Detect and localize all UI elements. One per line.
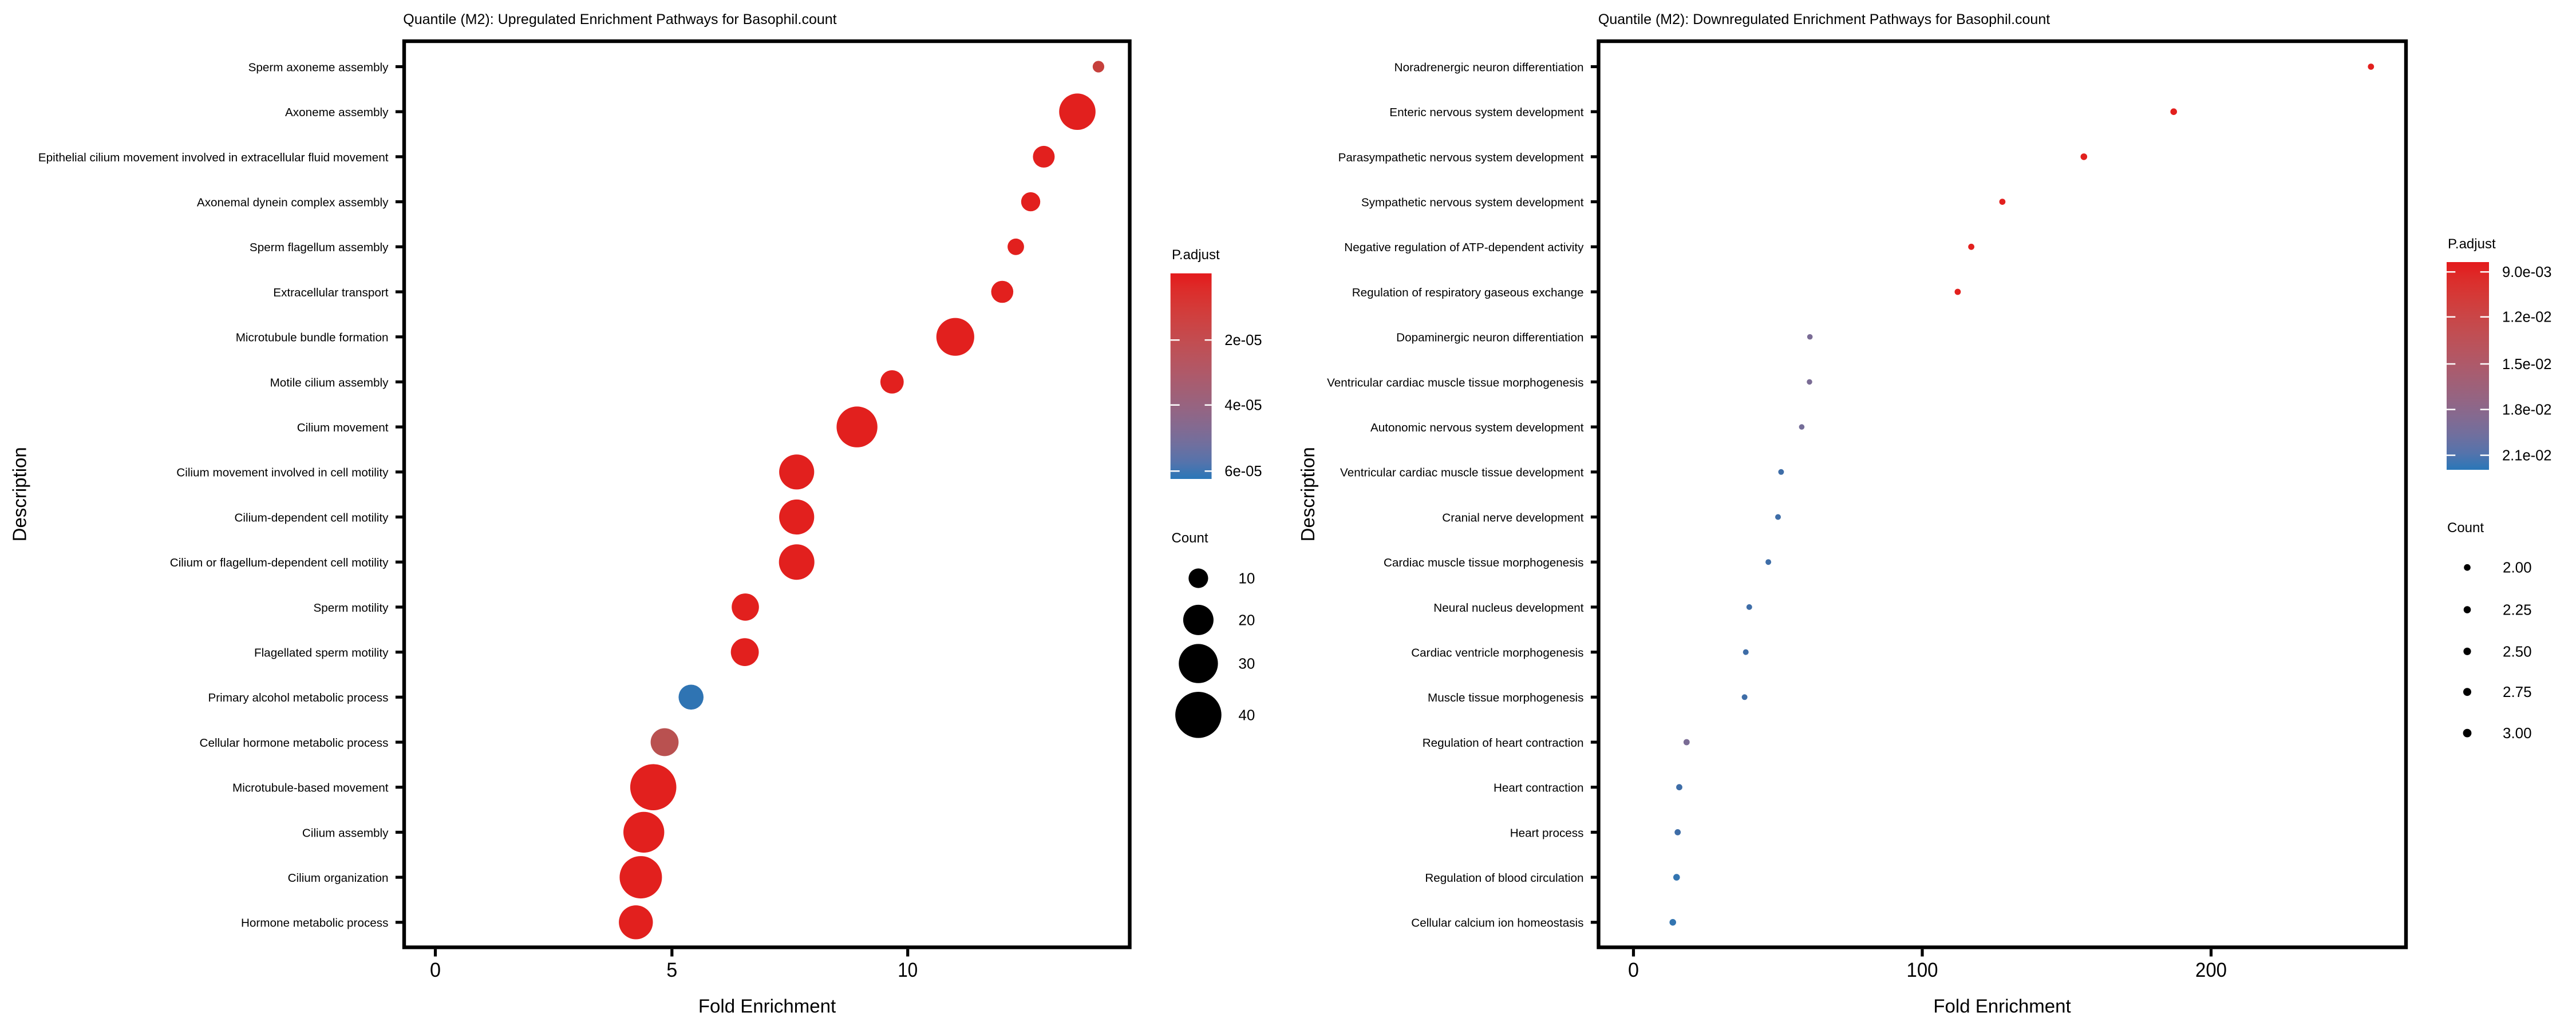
svg-text:30: 30	[1238, 655, 1255, 672]
svg-text:Fold Enrichment: Fold Enrichment	[698, 996, 836, 1017]
svg-text:Microtubule-based movement: Microtubule-based movement	[232, 782, 389, 795]
svg-text:Cellular calcium ion homeostas: Cellular calcium ion homeostasis	[1411, 917, 1583, 930]
svg-text:100: 100	[1907, 959, 1938, 981]
svg-text:Cilium assembly: Cilium assembly	[302, 826, 389, 839]
svg-text:Autonomic nervous system devel: Autonomic nervous system development	[1370, 421, 1584, 434]
svg-text:2.1e-02: 2.1e-02	[2502, 447, 2552, 464]
svg-text:Heart process: Heart process	[1510, 826, 1584, 839]
svg-text:Extracellular transport: Extracellular transport	[273, 286, 388, 299]
svg-text:2e-05: 2e-05	[1224, 332, 1262, 348]
svg-text:10: 10	[898, 959, 918, 981]
svg-text:Description: Description	[9, 447, 30, 541]
svg-text:Flagellated sperm motility: Flagellated sperm motility	[254, 647, 389, 660]
svg-text:Count: Count	[2447, 520, 2484, 536]
svg-text:Epithelial cilium movement inv: Epithelial cilium movement involved in e…	[38, 151, 389, 164]
svg-text:Cardiac ventricle morphogenesi: Cardiac ventricle morphogenesis	[1411, 647, 1583, 660]
svg-text:Sperm motility: Sperm motility	[313, 601, 389, 615]
svg-text:40: 40	[1238, 706, 1255, 723]
svg-text:9.0e-03: 9.0e-03	[2502, 264, 2552, 280]
svg-text:Sympathetic nervous system dev: Sympathetic nervous system development	[1361, 196, 1584, 209]
svg-text:Muscle tissue morphogenesis: Muscle tissue morphogenesis	[1428, 691, 1584, 704]
svg-text:5: 5	[666, 959, 677, 981]
svg-text:Cilium movement: Cilium movement	[297, 421, 389, 434]
svg-text:Noradrenergic neuron different: Noradrenergic neuron differentiation	[1394, 61, 1584, 74]
svg-text:Cellular hormone metabolic pro: Cellular hormone metabolic process	[200, 736, 389, 750]
svg-text:Cardiac muscle tissue morphoge: Cardiac muscle tissue morphogenesis	[1384, 556, 1584, 569]
svg-text:1.2e-02: 1.2e-02	[2502, 310, 2552, 326]
svg-text:Cilium movement involved in ce: Cilium movement involved in cell motilit…	[176, 466, 389, 480]
svg-text:Dopaminergic neuron differenti: Dopaminergic neuron differentiation	[1396, 331, 1583, 344]
svg-text:Ventricular cardiac muscle tis: Ventricular cardiac muscle tissue morpho…	[1327, 376, 1583, 389]
svg-text:2.25: 2.25	[2503, 601, 2532, 619]
svg-text:20: 20	[1238, 611, 1255, 628]
svg-text:Cranial nerve development: Cranial nerve development	[1442, 511, 1583, 524]
svg-text:Regulation of heart contractio: Regulation of heart contraction	[1423, 736, 1584, 750]
svg-text:200: 200	[2195, 959, 2227, 981]
svg-text:Cilium or flagellum-dependent: Cilium or flagellum-dependent cell motil…	[170, 556, 389, 569]
svg-text:Quantile (M2): Upregulated Enr: Quantile (M2): Upregulated Enrichment Pa…	[403, 11, 836, 27]
svg-text:1.5e-02: 1.5e-02	[2502, 356, 2552, 373]
svg-text:4e-05: 4e-05	[1224, 398, 1262, 414]
svg-text:P.adjust: P.adjust	[2448, 236, 2496, 252]
svg-text:Negative regulation of ATP-dep: Negative regulation of ATP-dependent act…	[1344, 241, 1584, 254]
svg-text:2.75: 2.75	[2503, 683, 2532, 700]
svg-text:Sperm flagellum assembly: Sperm flagellum assembly	[250, 241, 389, 254]
svg-text:Description: Description	[1297, 447, 1318, 541]
svg-text:Parasympathetic nervous system: Parasympathetic nervous system developme…	[1338, 151, 1584, 164]
svg-text:0: 0	[430, 959, 441, 981]
svg-text:Primary alcohol metabolic proc: Primary alcohol metabolic process	[208, 691, 388, 704]
svg-text:Microtubule bundle formation: Microtubule bundle formation	[236, 331, 389, 344]
svg-text:Regulation of blood circulatio: Regulation of blood circulation	[1425, 871, 1583, 885]
svg-text:1.8e-02: 1.8e-02	[2502, 402, 2552, 418]
svg-text:Enteric nervous system develop: Enteric nervous system development	[1389, 106, 1583, 119]
svg-text:Count: Count	[1172, 530, 1208, 546]
svg-text:Regulation of respiratory gase: Regulation of respiratory gaseous exchan…	[1352, 286, 1584, 299]
svg-text:P.adjust: P.adjust	[1172, 247, 1220, 263]
svg-text:2.50: 2.50	[2503, 643, 2532, 660]
svg-text:Neural nucleus development: Neural nucleus development	[1433, 601, 1583, 615]
svg-text:2.00: 2.00	[2503, 559, 2532, 576]
svg-text:Quantile (M2): Downregulated E: Quantile (M2): Downregulated Enrichment …	[1598, 11, 2050, 27]
svg-text:Fold Enrichment: Fold Enrichment	[1933, 996, 2071, 1017]
svg-text:3.00: 3.00	[2503, 724, 2532, 742]
svg-text:Axonemal dynein complex assemb: Axonemal dynein complex assembly	[197, 196, 389, 209]
svg-text:0: 0	[1628, 959, 1639, 981]
svg-text:Motile cilium assembly: Motile cilium assembly	[270, 376, 389, 389]
svg-text:Hormone metabolic process: Hormone metabolic process	[241, 917, 389, 930]
svg-text:Heart contraction: Heart contraction	[1494, 782, 1584, 795]
svg-text:6e-05: 6e-05	[1224, 464, 1262, 480]
svg-text:10: 10	[1238, 570, 1255, 587]
svg-text:Sperm axoneme assembly: Sperm axoneme assembly	[248, 61, 389, 74]
svg-text:Axoneme assembly: Axoneme assembly	[285, 106, 389, 119]
svg-text:Ventricular cardiac muscle tis: Ventricular cardiac muscle tissue develo…	[1340, 466, 1584, 480]
svg-text:Cilium-dependent cell motility: Cilium-dependent cell motility	[234, 511, 389, 524]
svg-text:Cilium organization: Cilium organization	[288, 871, 389, 885]
